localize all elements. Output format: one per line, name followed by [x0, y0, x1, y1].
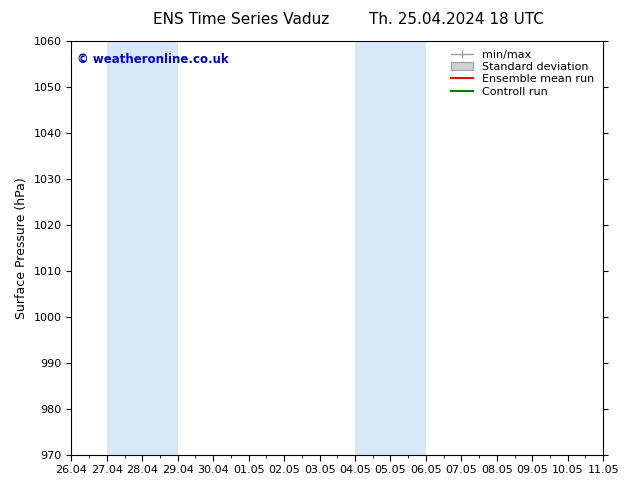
Legend: min/max, Standard deviation, Ensemble mean run, Controll run: min/max, Standard deviation, Ensemble me…: [448, 47, 598, 100]
Text: © weatheronline.co.uk: © weatheronline.co.uk: [77, 53, 228, 67]
Y-axis label: Surface Pressure (hPa): Surface Pressure (hPa): [15, 177, 28, 318]
Text: Th. 25.04.2024 18 UTC: Th. 25.04.2024 18 UTC: [369, 12, 544, 27]
Bar: [107, 41, 178, 455]
Bar: [355, 41, 426, 455]
Bar: [603, 41, 634, 455]
Text: ENS Time Series Vaduz: ENS Time Series Vaduz: [153, 12, 329, 27]
